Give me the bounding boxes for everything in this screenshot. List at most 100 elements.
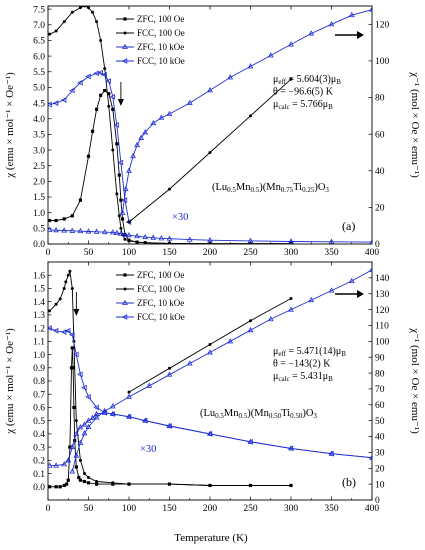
data-point: [52, 327, 59, 334]
data-point: [48, 226, 53, 232]
data-point: [69, 331, 75, 338]
data-point: [48, 218, 52, 223]
y2-tick-label: 30: [375, 449, 385, 459]
data-point: [166, 110, 173, 117]
data-point: [143, 241, 147, 244]
data-point: [62, 286, 66, 290]
data-point: [77, 371, 83, 378]
data-point: [208, 242, 212, 244]
data-point: [70, 214, 74, 218]
data-point: [54, 485, 58, 489]
data-point: [77, 79, 83, 86]
data-point: [58, 297, 62, 301]
y-tick-label: 0.8: [33, 377, 45, 387]
data-point: [206, 431, 213, 437]
data-point: [127, 239, 131, 243]
data-point: [99, 93, 103, 97]
data-point: [77, 227, 84, 234]
data-point: [117, 214, 121, 218]
data-point: [71, 366, 75, 370]
y2-axis-title: χ⁻¹ (mol × Oe × emu⁻¹): [409, 327, 421, 434]
data-point: [48, 325, 52, 331]
data-point: [115, 192, 119, 196]
y-tick-label: 4.5: [33, 99, 45, 109]
data-point: [103, 67, 107, 71]
data-point: [66, 273, 70, 277]
y2-tick-label: 20: [375, 204, 385, 214]
y-tick-label: 0.4: [33, 430, 45, 440]
data-point: [125, 413, 132, 420]
data-point: [77, 424, 84, 430]
data-point: [111, 107, 115, 111]
data-point: [82, 472, 86, 476]
data-point: [150, 234, 157, 240]
legend-label: FCC, 10 kOe: [137, 56, 185, 66]
x-tick-label: 150: [162, 504, 177, 514]
data-point: [123, 237, 127, 241]
y-tick-label: 2.5: [33, 162, 45, 172]
data-point: [69, 227, 76, 233]
compound-formula: (Lu0.5Mn0.5)(Mn0.75Ti0.25)O3: [212, 182, 329, 194]
x-tick-label: 50: [84, 504, 94, 514]
x-tick-label: 50: [84, 248, 94, 258]
y-tick-label: 1.5: [33, 285, 45, 295]
data-point: [247, 237, 254, 243]
legend: ZFC, 100 Oe FCC, 100 Oe ZFC, 10 kOe FCC, 10…: [116, 14, 185, 66]
data-point: [82, 6, 86, 8]
y-tick-label: 0.5: [33, 417, 45, 427]
data-point: [86, 154, 91, 158]
y2-tick-label: 140: [375, 274, 390, 284]
y-axis-left: 0.0 0.5 1.0 1.5 2.0 2.5 3.0 3.5 4.0 4.5 5.0 5.5 6.0 6…: [33, 5, 52, 250]
data-point: [62, 483, 66, 488]
data-point: [126, 393, 132, 399]
data-point: [247, 438, 253, 445]
y2-tick-label: 90: [375, 353, 385, 363]
y2-tick-label: 130: [375, 290, 390, 300]
data-point: [227, 74, 234, 80]
x-tick-label: 250: [243, 248, 258, 258]
data-point: [60, 329, 67, 335]
legend-marker: [121, 314, 128, 320]
scale-note: ×30: [140, 444, 156, 455]
data-point: [166, 423, 172, 429]
x-axis-title: Temperature (K): [174, 532, 248, 544]
data-point: [127, 482, 131, 486]
data-point: [64, 327, 71, 334]
fit-annotation-line: θ = −96.6(5) K: [273, 87, 334, 98]
x-tick-label: 100: [122, 248, 137, 258]
data-point: [168, 366, 171, 370]
data-point: [168, 187, 171, 191]
data-point: [85, 228, 92, 234]
data-point: [82, 479, 87, 484]
data-point: [68, 269, 72, 273]
data-point: [328, 450, 334, 457]
y-tick-label: 0.0: [33, 240, 45, 250]
data-point: [70, 286, 74, 290]
data-point: [115, 142, 119, 146]
data-point: [61, 461, 68, 467]
x-tick-label: 150: [162, 248, 177, 258]
data-point: [207, 237, 213, 243]
legend-label: FCC, 100 Oe: [137, 284, 185, 294]
y-tick-label: 6.5: [33, 37, 45, 47]
transition-arrow-head: [73, 309, 80, 316]
data-point: [73, 351, 79, 358]
data-point: [91, 10, 95, 14]
legend-marker: [122, 299, 128, 305]
y-axis-title: χ (emu × mol⁻¹ × Oe⁻¹): [4, 72, 16, 179]
data-point: [369, 238, 372, 244]
data-point: [107, 104, 111, 108]
data-point: [247, 63, 254, 69]
data-point: [146, 382, 153, 388]
data-point: [70, 346, 74, 350]
data-point: [101, 407, 108, 414]
data-point: [249, 319, 252, 323]
y-tick-label: 1.5: [33, 193, 45, 203]
data-point: [107, 92, 111, 96]
data-point: [69, 443, 76, 450]
y-tick-label: 7.5: [33, 5, 45, 15]
legend-label: ZFC, 100 Oe: [137, 14, 184, 24]
x-tick-label: 200: [203, 504, 218, 514]
data-point: [141, 417, 148, 424]
y-tick-label: 4.0: [33, 115, 45, 125]
